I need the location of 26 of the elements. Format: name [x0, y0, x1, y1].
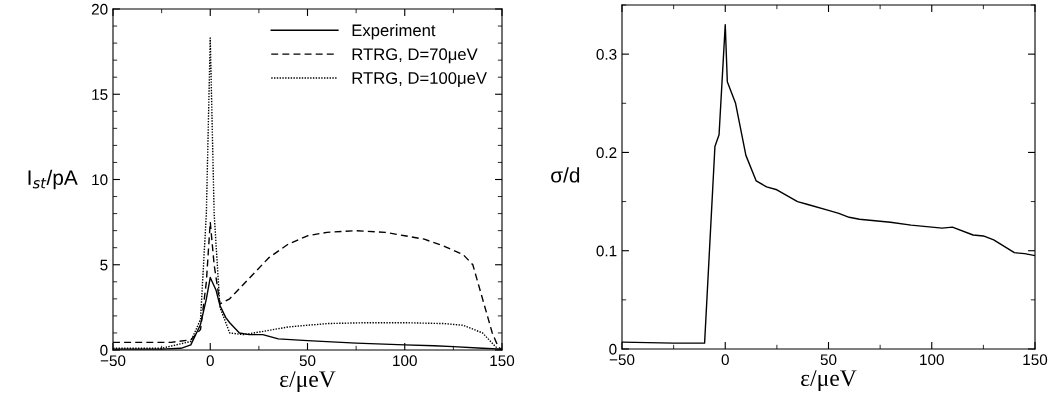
y-tick-label: 15: [92, 89, 108, 100]
y-tick-label: 0.1: [596, 245, 617, 257]
y-tick-label: 0.2: [596, 147, 617, 159]
y-tick-label: 0: [609, 343, 617, 355]
x-tick-label: 100: [920, 354, 944, 366]
y-tick-label: 0.3: [596, 49, 617, 60]
x-tick-label: 150: [1023, 354, 1048, 366]
x-tick-label: 100: [393, 355, 417, 367]
x-axis-title: ε/μeV: [801, 370, 857, 391]
y-tick-label: 20: [91, 3, 108, 15]
y-tick-label: 0: [100, 344, 108, 356]
x-tick-label: 150: [490, 355, 515, 367]
x-tick-label: 50: [820, 354, 837, 366]
y-axis-title: I$_{st}$/pA: [28, 169, 78, 190]
legend-label: RTRG, D=100μeV: [352, 72, 487, 88]
y-tick-label: 5: [100, 259, 108, 271]
x-tick-label: 50: [299, 355, 316, 367]
x-tick-label: −50: [100, 355, 126, 367]
x-tick-label: 0: [206, 355, 214, 367]
legend-label: Experiment: [352, 24, 436, 40]
x-tick-label: 0: [721, 354, 729, 366]
x-axis-title: ε/μeV: [280, 371, 336, 392]
x-tick-label: −50: [609, 354, 635, 366]
legend-label: RTRG, D=70μeV: [352, 48, 478, 64]
y-tick-label: 10: [92, 174, 108, 186]
y-axis-title: σ/d: [551, 167, 580, 183]
